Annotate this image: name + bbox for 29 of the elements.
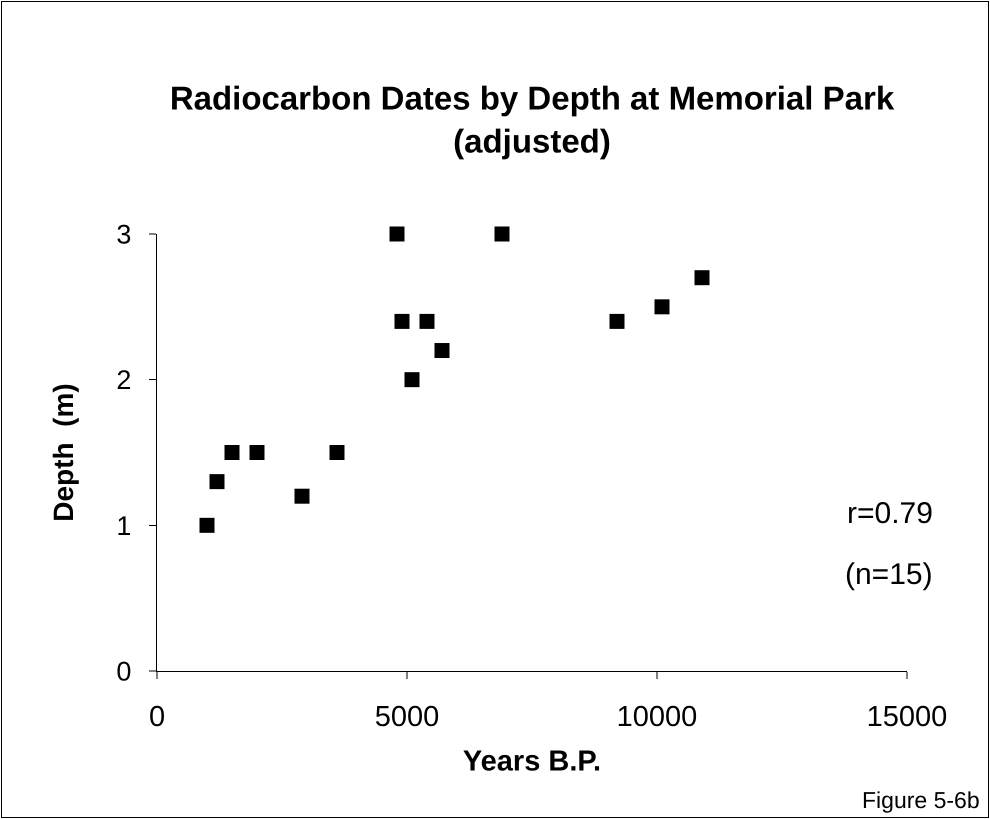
point bbox=[610, 314, 624, 329]
point bbox=[200, 518, 214, 533]
x-tick-label: 10000 bbox=[616, 701, 698, 733]
point bbox=[390, 226, 404, 242]
x-tick-label: 15000 bbox=[866, 701, 948, 733]
x-tick-label: 0 bbox=[148, 701, 166, 733]
annotation: (n=15) bbox=[845, 558, 933, 591]
point bbox=[654, 299, 670, 314]
y-tick-label: 1 bbox=[116, 510, 132, 541]
point bbox=[404, 372, 420, 388]
point bbox=[694, 270, 710, 286]
y-tick-label: 0 bbox=[116, 656, 132, 686]
point bbox=[434, 343, 450, 358]
point bbox=[210, 474, 224, 490]
point bbox=[224, 445, 240, 460]
x-axis-title: Years B.P. bbox=[462, 746, 602, 778]
y-tick-label: 2 bbox=[116, 365, 132, 396]
point bbox=[250, 445, 264, 460]
point bbox=[394, 314, 410, 329]
point bbox=[420, 314, 434, 329]
x-tick-label: 5000 bbox=[374, 701, 440, 733]
point bbox=[294, 488, 310, 504]
y-tick-label: 3 bbox=[116, 219, 132, 250]
point bbox=[330, 445, 344, 460]
y-axis-title: Depth (m) bbox=[48, 383, 80, 522]
annotation: r=0.79 bbox=[847, 497, 933, 530]
chart-title: Radiocarbon Dates by Depth at Memorial Park (adjusted) bbox=[170, 80, 895, 160]
caption: Figure 5-6b bbox=[862, 787, 980, 813]
point bbox=[494, 226, 510, 242]
